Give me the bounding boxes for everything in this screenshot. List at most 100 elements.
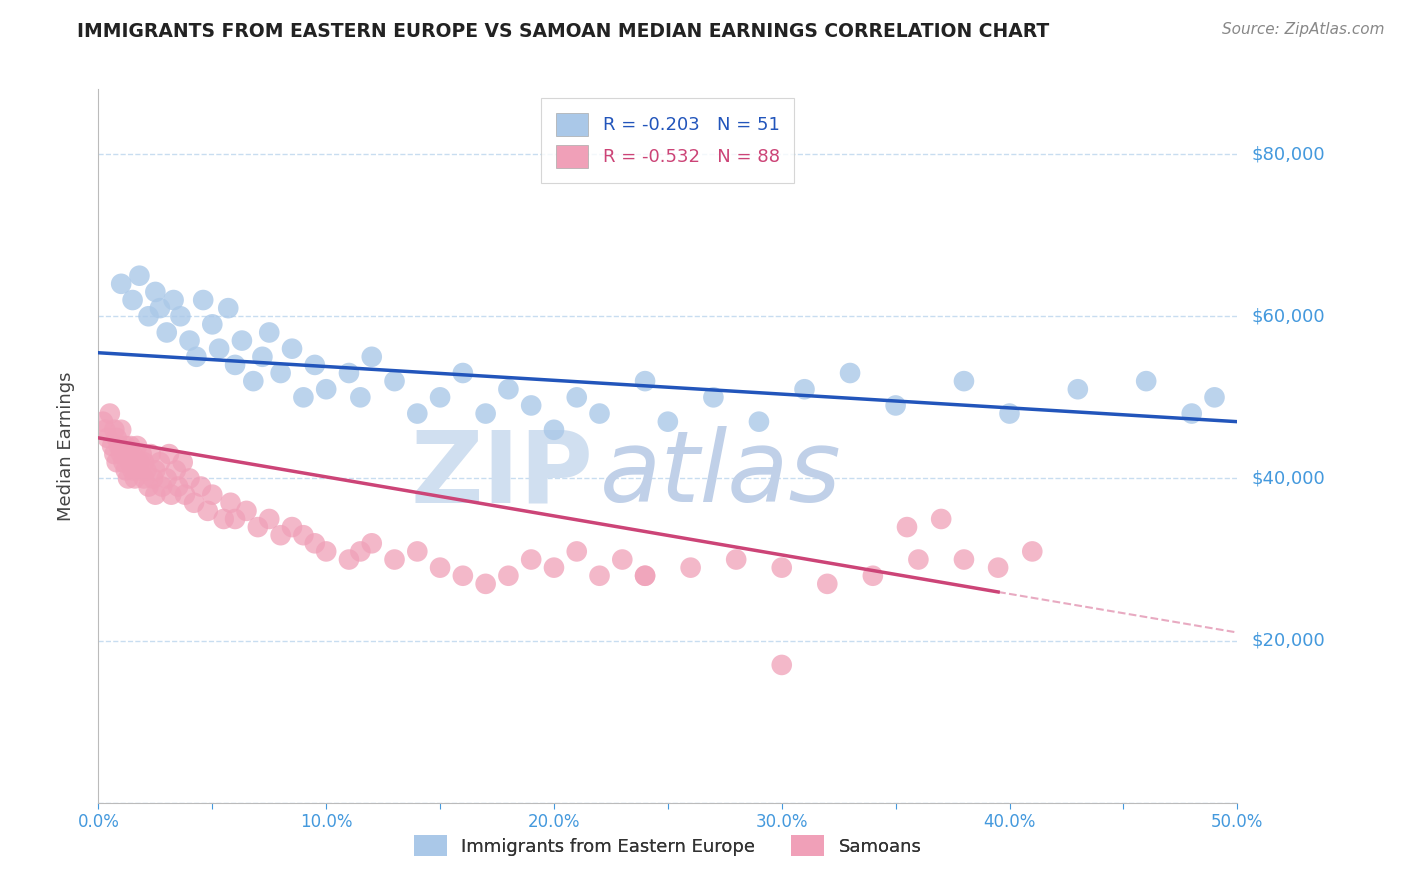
Text: $80,000: $80,000 [1251, 145, 1324, 163]
Point [212, 512, 235, 526]
Point [156, 326, 179, 340]
Point [132, 455, 155, 469]
Point [91, 415, 114, 429]
Point [127, 439, 149, 453]
Point [128, 268, 150, 283]
Point [201, 488, 224, 502]
Point [121, 463, 143, 477]
Point [679, 560, 702, 574]
Point [349, 390, 371, 404]
Point [124, 455, 146, 469]
Point [145, 463, 167, 477]
Point [128, 463, 150, 477]
Point [1181, 407, 1204, 421]
Y-axis label: Median Earnings: Median Earnings [56, 371, 75, 521]
Point [246, 520, 269, 534]
Point [120, 455, 142, 469]
Point [105, 431, 128, 445]
Point [304, 536, 326, 550]
Point [725, 552, 748, 566]
Point [520, 552, 543, 566]
Text: $60,000: $60,000 [1251, 307, 1324, 326]
Point [149, 301, 172, 315]
Point [224, 358, 246, 372]
Point [259, 512, 281, 526]
Point [384, 374, 406, 388]
Point [183, 496, 205, 510]
Point [896, 520, 918, 534]
Point [165, 463, 187, 477]
Point [114, 463, 136, 477]
Point [1135, 374, 1157, 388]
Text: $40,000: $40,000 [1251, 469, 1324, 487]
Point [987, 560, 1010, 574]
Point [235, 504, 257, 518]
Point [150, 479, 173, 493]
Point [242, 374, 264, 388]
Point [108, 439, 131, 453]
Point [360, 350, 382, 364]
Point [169, 310, 191, 324]
Point [112, 455, 135, 469]
Point [839, 366, 862, 380]
Point [315, 382, 337, 396]
Point [634, 568, 657, 582]
Point [208, 342, 231, 356]
Point [451, 366, 474, 380]
Point [657, 415, 679, 429]
Point [498, 568, 520, 582]
Point [292, 390, 315, 404]
Point [142, 471, 165, 485]
Point [132, 471, 155, 485]
Point [156, 471, 179, 485]
Point [103, 423, 125, 437]
Point [145, 285, 167, 299]
Point [612, 552, 634, 566]
Point [138, 310, 160, 324]
Point [105, 455, 128, 469]
Point [270, 528, 292, 542]
Point [337, 366, 360, 380]
Point [135, 463, 157, 477]
Point [201, 318, 224, 332]
Text: Source: ZipAtlas.com: Source: ZipAtlas.com [1222, 22, 1385, 37]
Text: IMMIGRANTS FROM EASTERN EUROPE VS SAMOAN MEDIAN EARNINGS CORRELATION CHART: IMMIGRANTS FROM EASTERN EUROPE VS SAMOAN… [77, 22, 1050, 41]
Point [219, 496, 242, 510]
Point [114, 439, 136, 453]
Point [157, 447, 180, 461]
Point [429, 560, 451, 574]
Point [162, 293, 184, 307]
Point [520, 399, 543, 413]
Point [149, 455, 172, 469]
Point [103, 447, 125, 461]
Point [252, 350, 274, 364]
Point [1204, 390, 1226, 404]
Point [349, 544, 371, 558]
Point [224, 512, 246, 526]
Point [793, 382, 815, 396]
Point [451, 568, 474, 582]
Point [128, 455, 150, 469]
Point [315, 544, 337, 558]
Point [406, 544, 429, 558]
Point [131, 447, 153, 461]
Point [953, 552, 976, 566]
Point [120, 439, 142, 453]
Point [565, 544, 588, 558]
Point [702, 390, 724, 404]
Point [167, 479, 190, 493]
Point [360, 536, 382, 550]
Point [190, 479, 212, 493]
Point [101, 439, 124, 453]
Point [174, 488, 197, 502]
Text: ZIP: ZIP [411, 426, 593, 523]
Point [110, 447, 132, 461]
Point [474, 407, 496, 421]
Point [110, 423, 132, 437]
Point [217, 301, 239, 315]
Point [281, 520, 304, 534]
Point [121, 447, 143, 461]
Point [498, 382, 520, 396]
Point [281, 342, 304, 356]
Point [815, 577, 838, 591]
